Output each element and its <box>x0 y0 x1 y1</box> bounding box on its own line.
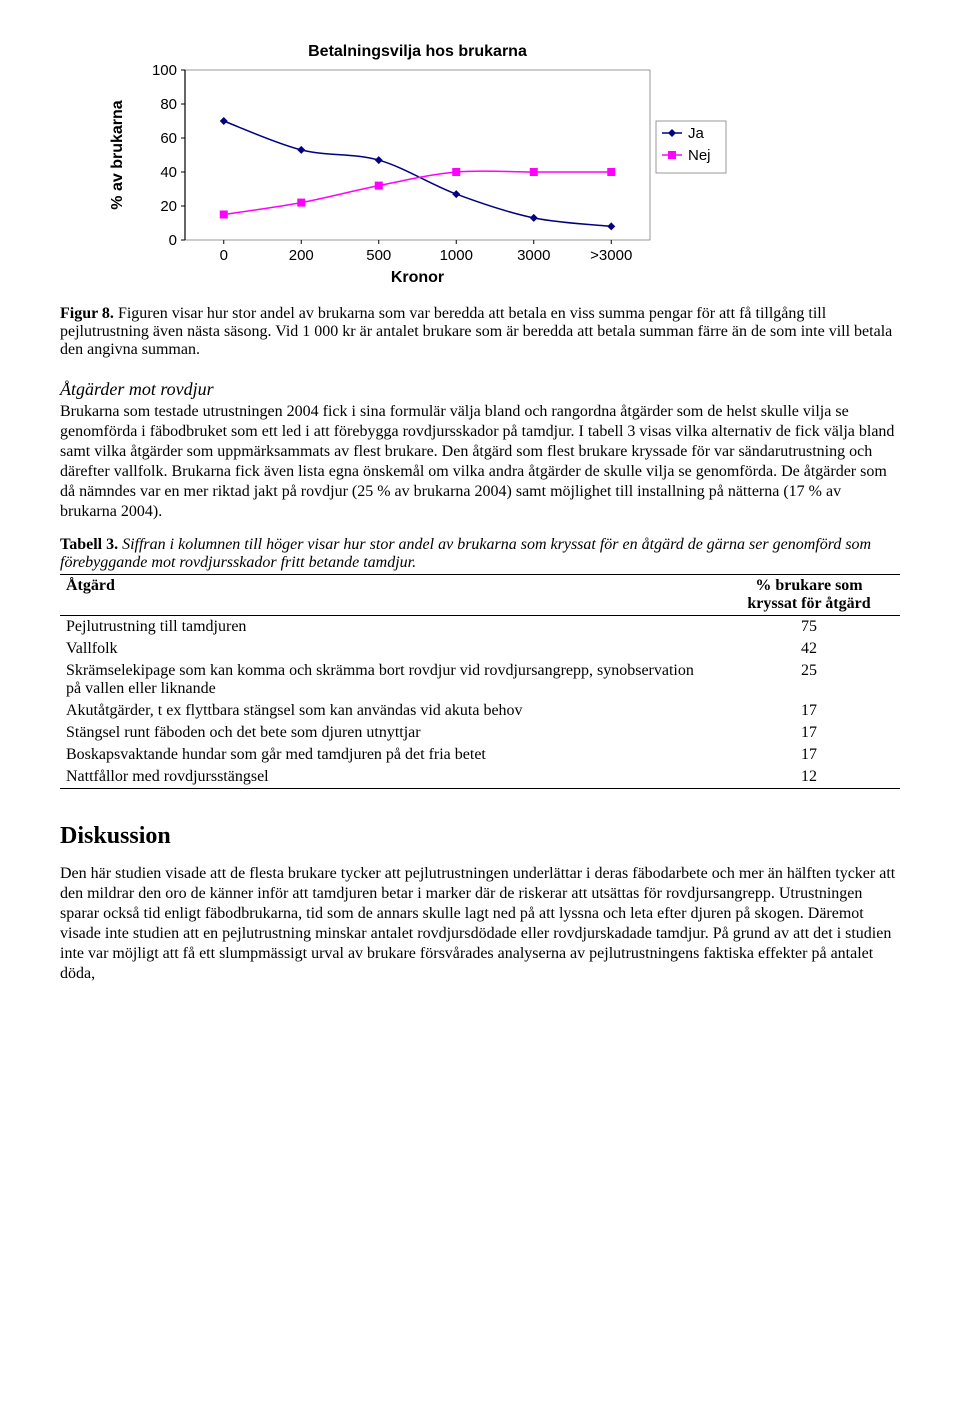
table-cell-label: Skrämselekipage som kan komma och skrämm… <box>60 660 718 700</box>
table-row: Akutåtgärder, t ex flyttbara stängsel so… <box>60 700 900 722</box>
table-3-caption-text: Siffran i kolumnen till höger visar hur … <box>60 536 871 571</box>
table-cell-label: Nattfållor med rovdjursstängsel <box>60 766 718 789</box>
table-cell-value: 17 <box>718 744 900 766</box>
table-cell-value: 17 <box>718 722 900 744</box>
chart-svg: Betalningsvilja hos brukarna 0 20 40 60 80 100… <box>100 40 740 290</box>
figure-8-text: Figuren visar hur stor andel av brukarna… <box>60 305 892 358</box>
section-body-rovdjur: Brukarna som testade utrustningen 2004 f… <box>60 402 900 522</box>
discussion-title: Diskussion <box>60 823 900 850</box>
svg-text:% av brukarna: % av brukarna <box>109 100 126 209</box>
table-row: Skrämselekipage som kan komma och skrämm… <box>60 660 900 700</box>
table-cell-label: Boskapsvaktande hundar som går med tamdj… <box>60 744 718 766</box>
table-row: Pejlutrustning till tamdjuren75 <box>60 616 900 639</box>
table-cell-value: 75 <box>718 616 900 639</box>
svg-text:Betalningsvilja hos brukarna: Betalningsvilja hos brukarna <box>308 43 527 60</box>
chart-container: Betalningsvilja hos brukarna 0 20 40 60 80 100… <box>100 40 900 295</box>
svg-text:0: 0 <box>220 247 228 264</box>
svg-text:200: 200 <box>289 247 314 264</box>
table-cell-value: 25 <box>718 660 900 700</box>
svg-text:80: 80 <box>160 96 177 113</box>
svg-text:3000: 3000 <box>517 247 550 264</box>
svg-text:60: 60 <box>160 130 177 147</box>
figure-8-caption: Figur 8. Figuren visar hur stor andel av… <box>60 305 900 359</box>
table-3: Åtgärd % brukare som kryssat för åtgärd … <box>60 574 900 789</box>
table-cell-value: 12 <box>718 766 900 789</box>
table-cell-label: Vallfolk <box>60 638 718 660</box>
table-row: Vallfolk42 <box>60 638 900 660</box>
figure-8-label: Figur 8. <box>60 305 114 322</box>
svg-text:Kronor: Kronor <box>391 269 444 286</box>
svg-text:Nej: Nej <box>688 147 711 164</box>
table-3-col1-header: Åtgärd <box>60 575 718 616</box>
table-cell-value: 42 <box>718 638 900 660</box>
table-3-caption: Tabell 3. Siffran i kolumnen till höger … <box>60 536 900 572</box>
table-row: Stängsel runt fäboden och det bete som d… <box>60 722 900 744</box>
svg-text:20: 20 <box>160 198 177 215</box>
table-cell-label: Stängsel runt fäboden och det bete som d… <box>60 722 718 744</box>
svg-text:Ja: Ja <box>688 125 705 142</box>
table-3-col2-header: % brukare som kryssat för åtgärd <box>718 575 900 616</box>
table-3-label: Tabell 3. <box>60 536 118 553</box>
table-3-header-row: Åtgärd % brukare som kryssat för åtgärd <box>60 575 900 616</box>
discussion-body: Den här studien visade att de flesta bru… <box>60 864 900 984</box>
table-cell-value: 17 <box>718 700 900 722</box>
svg-text:1000: 1000 <box>440 247 473 264</box>
section-title-rovdjur: Åtgärder mot rovdjur <box>60 379 900 400</box>
svg-text:>3000: >3000 <box>590 247 632 264</box>
svg-text:100: 100 <box>152 62 177 79</box>
table-cell-label: Akutåtgärder, t ex flyttbara stängsel so… <box>60 700 718 722</box>
table-row: Boskapsvaktande hundar som går med tamdj… <box>60 744 900 766</box>
svg-text:500: 500 <box>366 247 391 264</box>
table-row: Nattfållor med rovdjursstängsel12 <box>60 766 900 789</box>
svg-text:40: 40 <box>160 164 177 181</box>
table-cell-label: Pejlutrustning till tamdjuren <box>60 616 718 639</box>
svg-text:0: 0 <box>169 232 177 249</box>
